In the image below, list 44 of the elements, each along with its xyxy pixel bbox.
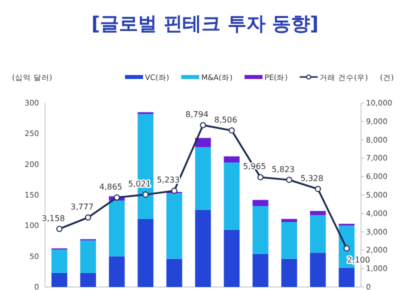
point (84, 214, 92, 221)
bar (166, 258, 182, 287)
bar (80, 240, 96, 273)
point (286, 176, 292, 183)
bar (195, 138, 211, 148)
bar (281, 218, 298, 222)
bar (195, 147, 211, 210)
bar (80, 272, 96, 287)
point (114, 194, 120, 201)
bar (166, 193, 182, 259)
data-label: 8,794 (186, 110, 208, 120)
bar (310, 252, 326, 287)
point (142, 192, 149, 198)
bar (224, 162, 240, 230)
bar (252, 254, 268, 287)
point (171, 188, 178, 194)
point (228, 127, 235, 134)
bar (252, 206, 268, 254)
point (200, 122, 206, 128)
bar (195, 210, 211, 287)
bar (51, 272, 68, 287)
bar (338, 268, 355, 287)
bar (51, 250, 68, 273)
data-label: 3,777 (70, 202, 94, 212)
data-label: 5,328 (300, 174, 324, 183)
bar (108, 256, 125, 287)
bar (108, 200, 125, 256)
chart-title: [글로벌 핀테크 투자 동향] (91, 13, 319, 35)
bar (281, 222, 298, 259)
bar (224, 156, 240, 162)
data-label: 4,865 (99, 182, 122, 192)
point (344, 245, 350, 252)
bar (310, 210, 326, 216)
point (257, 174, 264, 180)
bar (281, 258, 298, 287)
bar (252, 200, 268, 206)
bar (224, 230, 240, 287)
point (314, 186, 322, 192)
data-label: 8,506 (214, 115, 238, 124)
data-label: 5,823 (272, 164, 295, 174)
point (56, 226, 62, 232)
data-label: 3,158 (42, 214, 65, 223)
bar (310, 215, 326, 253)
bar (138, 218, 154, 287)
